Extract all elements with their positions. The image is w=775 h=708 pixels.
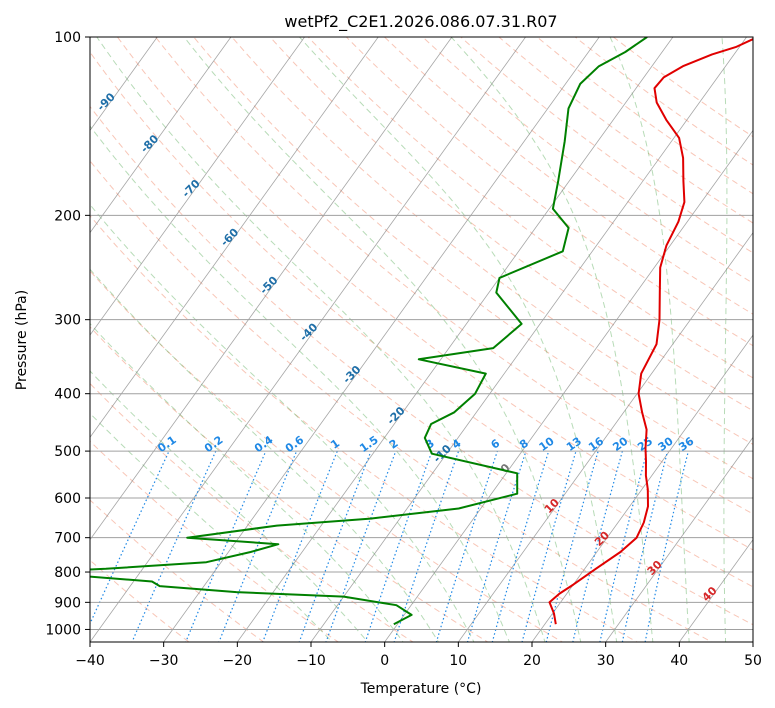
y-tick-label: 600 xyxy=(54,491,81,507)
dry-adiabat-line xyxy=(116,37,753,551)
chart-title: wetPf2_C2E1.2026.086.07.31.R07 xyxy=(284,12,557,32)
isotherm-line xyxy=(310,37,748,642)
y-tick-label: 200 xyxy=(54,208,81,224)
x-tick-label: 10 xyxy=(449,653,467,669)
mixing-ratio-line xyxy=(298,450,372,642)
x-tick-label: 20 xyxy=(523,653,541,669)
dry-adiabat-line xyxy=(90,270,564,642)
dry-adiabat-line xyxy=(90,440,340,642)
isotherm-line xyxy=(236,37,674,642)
isotherm-line xyxy=(90,37,158,132)
dry-adiabat-line xyxy=(90,105,753,626)
temperature-trace xyxy=(548,38,753,625)
dry-adiabat-line xyxy=(90,51,753,588)
moist-adiabat-line xyxy=(90,125,510,642)
moist-adiabat-line xyxy=(299,37,618,642)
isotherm-line xyxy=(531,334,753,642)
y-tick-label: 700 xyxy=(54,531,81,547)
moist-adiabat-line xyxy=(90,370,369,642)
x-tick-label: −40 xyxy=(75,653,105,669)
sounding-traces xyxy=(90,37,753,626)
mixing-ratio-line xyxy=(521,450,577,642)
mixing-ratio-line xyxy=(185,450,267,642)
isotherm-line xyxy=(90,37,379,439)
y-tick-label: 500 xyxy=(54,444,81,460)
background-lines xyxy=(90,37,753,642)
mixing-ratio-line xyxy=(131,450,217,642)
dewpoint-trace xyxy=(90,37,648,626)
y-tick-label: 300 xyxy=(54,313,81,329)
x-tick-label: 40 xyxy=(670,653,688,669)
dry-adiabat-line xyxy=(90,160,713,642)
dry-adiabat-line xyxy=(90,499,265,642)
mixing-ratio-line xyxy=(435,450,498,642)
x-tick-label: 30 xyxy=(597,653,615,669)
moist-adiabat-line xyxy=(90,203,475,642)
x-axis-label: Temperature (°C) xyxy=(360,681,482,697)
x-tick-label: 50 xyxy=(744,653,762,669)
plot-frame xyxy=(89,36,754,643)
moist-adiabat-line xyxy=(721,37,728,642)
isotherm-line xyxy=(90,37,453,541)
mixing-ratio-line xyxy=(644,450,689,642)
isotherm-line xyxy=(384,129,753,642)
x-tick-label: 0 xyxy=(380,653,389,669)
mixing-ratio-line xyxy=(90,450,170,626)
mixing-ratio-line xyxy=(491,450,550,642)
moist-adiabat-line xyxy=(96,37,546,642)
isotherm-line xyxy=(90,37,306,336)
dry-adiabat-line xyxy=(90,214,639,642)
isotherm-line xyxy=(163,37,600,642)
x-tick-label: −20 xyxy=(223,653,253,669)
moist-adiabat-line xyxy=(450,37,654,642)
x-tick-label: −10 xyxy=(296,653,326,669)
x-tick-label: −30 xyxy=(149,653,179,669)
mixing-ratio-line xyxy=(262,450,338,642)
isotherm-line xyxy=(457,232,753,642)
isotherm-line xyxy=(90,37,527,642)
y-tick-label: 900 xyxy=(54,595,81,611)
mixing-ratio-line xyxy=(466,450,527,642)
moist-adiabat-line xyxy=(609,37,690,642)
mixing-ratio-line xyxy=(545,450,599,642)
mixing-ratio-line xyxy=(572,450,623,642)
isotherm-line xyxy=(605,436,753,642)
y-tick-label: 100 xyxy=(54,30,81,46)
isotherm-line xyxy=(678,539,753,642)
mixing-ratio-line xyxy=(218,450,298,642)
y-tick-label: 400 xyxy=(54,387,81,403)
mixing-ratio-line xyxy=(621,450,669,642)
isotherm-line xyxy=(90,37,232,234)
moist-adiabat-line xyxy=(90,268,440,642)
y-axis-label: Pressure (hPa) xyxy=(14,290,30,390)
y-tick-label: 800 xyxy=(54,565,81,581)
y-tick-label: 1000 xyxy=(45,622,81,638)
dry-adiabat-line xyxy=(90,326,489,642)
axes: −40 −30 −20 −10 0 10 20 30 40 50 100 200 300 400 500 60… xyxy=(45,30,762,669)
dry-adiabat-line xyxy=(154,37,753,515)
